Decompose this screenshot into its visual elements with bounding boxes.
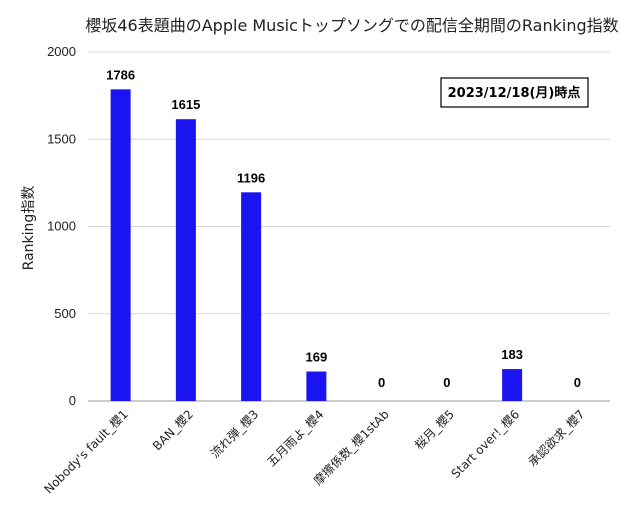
- x-category-label: 五月雨よ_櫻4: [264, 407, 327, 470]
- x-category-label: Nobody's fault_櫻1: [41, 407, 131, 497]
- y-tick-label: 500: [54, 306, 76, 321]
- y-tick-label: 0: [69, 393, 76, 408]
- bars: [110, 89, 523, 402]
- annotation-box: 2023/12/18(月)時点: [440, 77, 589, 108]
- x-category-label: 桜月_櫻5: [411, 407, 457, 453]
- bar-value-label: 0: [378, 375, 385, 390]
- data-labels: 1786 1615 1196 169 0 0 183 0: [106, 67, 581, 390]
- annotation-text: 2023/12/18(月)時点: [448, 85, 581, 101]
- y-tick-label: 1000: [47, 219, 76, 234]
- gridlines: [88, 51, 610, 402]
- y-axis-ticks: 0 500 1000 1500 2000: [47, 44, 76, 408]
- bar-value-label: 169: [306, 350, 328, 365]
- y-axis-label: Ranking指数: [21, 186, 37, 271]
- y-tick-label: 1500: [47, 131, 76, 146]
- x-category-label: 流れ弾_櫻3: [207, 407, 261, 461]
- y-tick-label: 2000: [47, 44, 76, 59]
- bar: [306, 371, 327, 401]
- bar-value-label: 183: [501, 347, 523, 362]
- bar-value-label: 0: [574, 375, 581, 390]
- bar-value-label: 0: [443, 375, 450, 390]
- chart-title: 櫻坂46表題曲のApple Musicトップソングでの配信全期間のRanking…: [85, 16, 618, 35]
- bar-value-label: 1786: [106, 67, 135, 82]
- bar: [175, 119, 196, 402]
- x-category-label: 承認欲求_櫻7: [525, 407, 588, 470]
- x-category-label: BAN_櫻2: [149, 407, 196, 454]
- bar-value-label: 1196: [237, 170, 265, 185]
- bar: [241, 192, 262, 401]
- bar: [110, 89, 131, 401]
- x-axis-labels: Nobody's fault_櫻1 BAN_櫻2 流れ弾_櫻3 五月雨よ_櫻4摩擦係数…: [41, 407, 588, 497]
- x-category-label: Start over!_櫻6: [448, 407, 522, 481]
- bar: [502, 369, 523, 401]
- bar-value-label: 1615: [171, 97, 200, 112]
